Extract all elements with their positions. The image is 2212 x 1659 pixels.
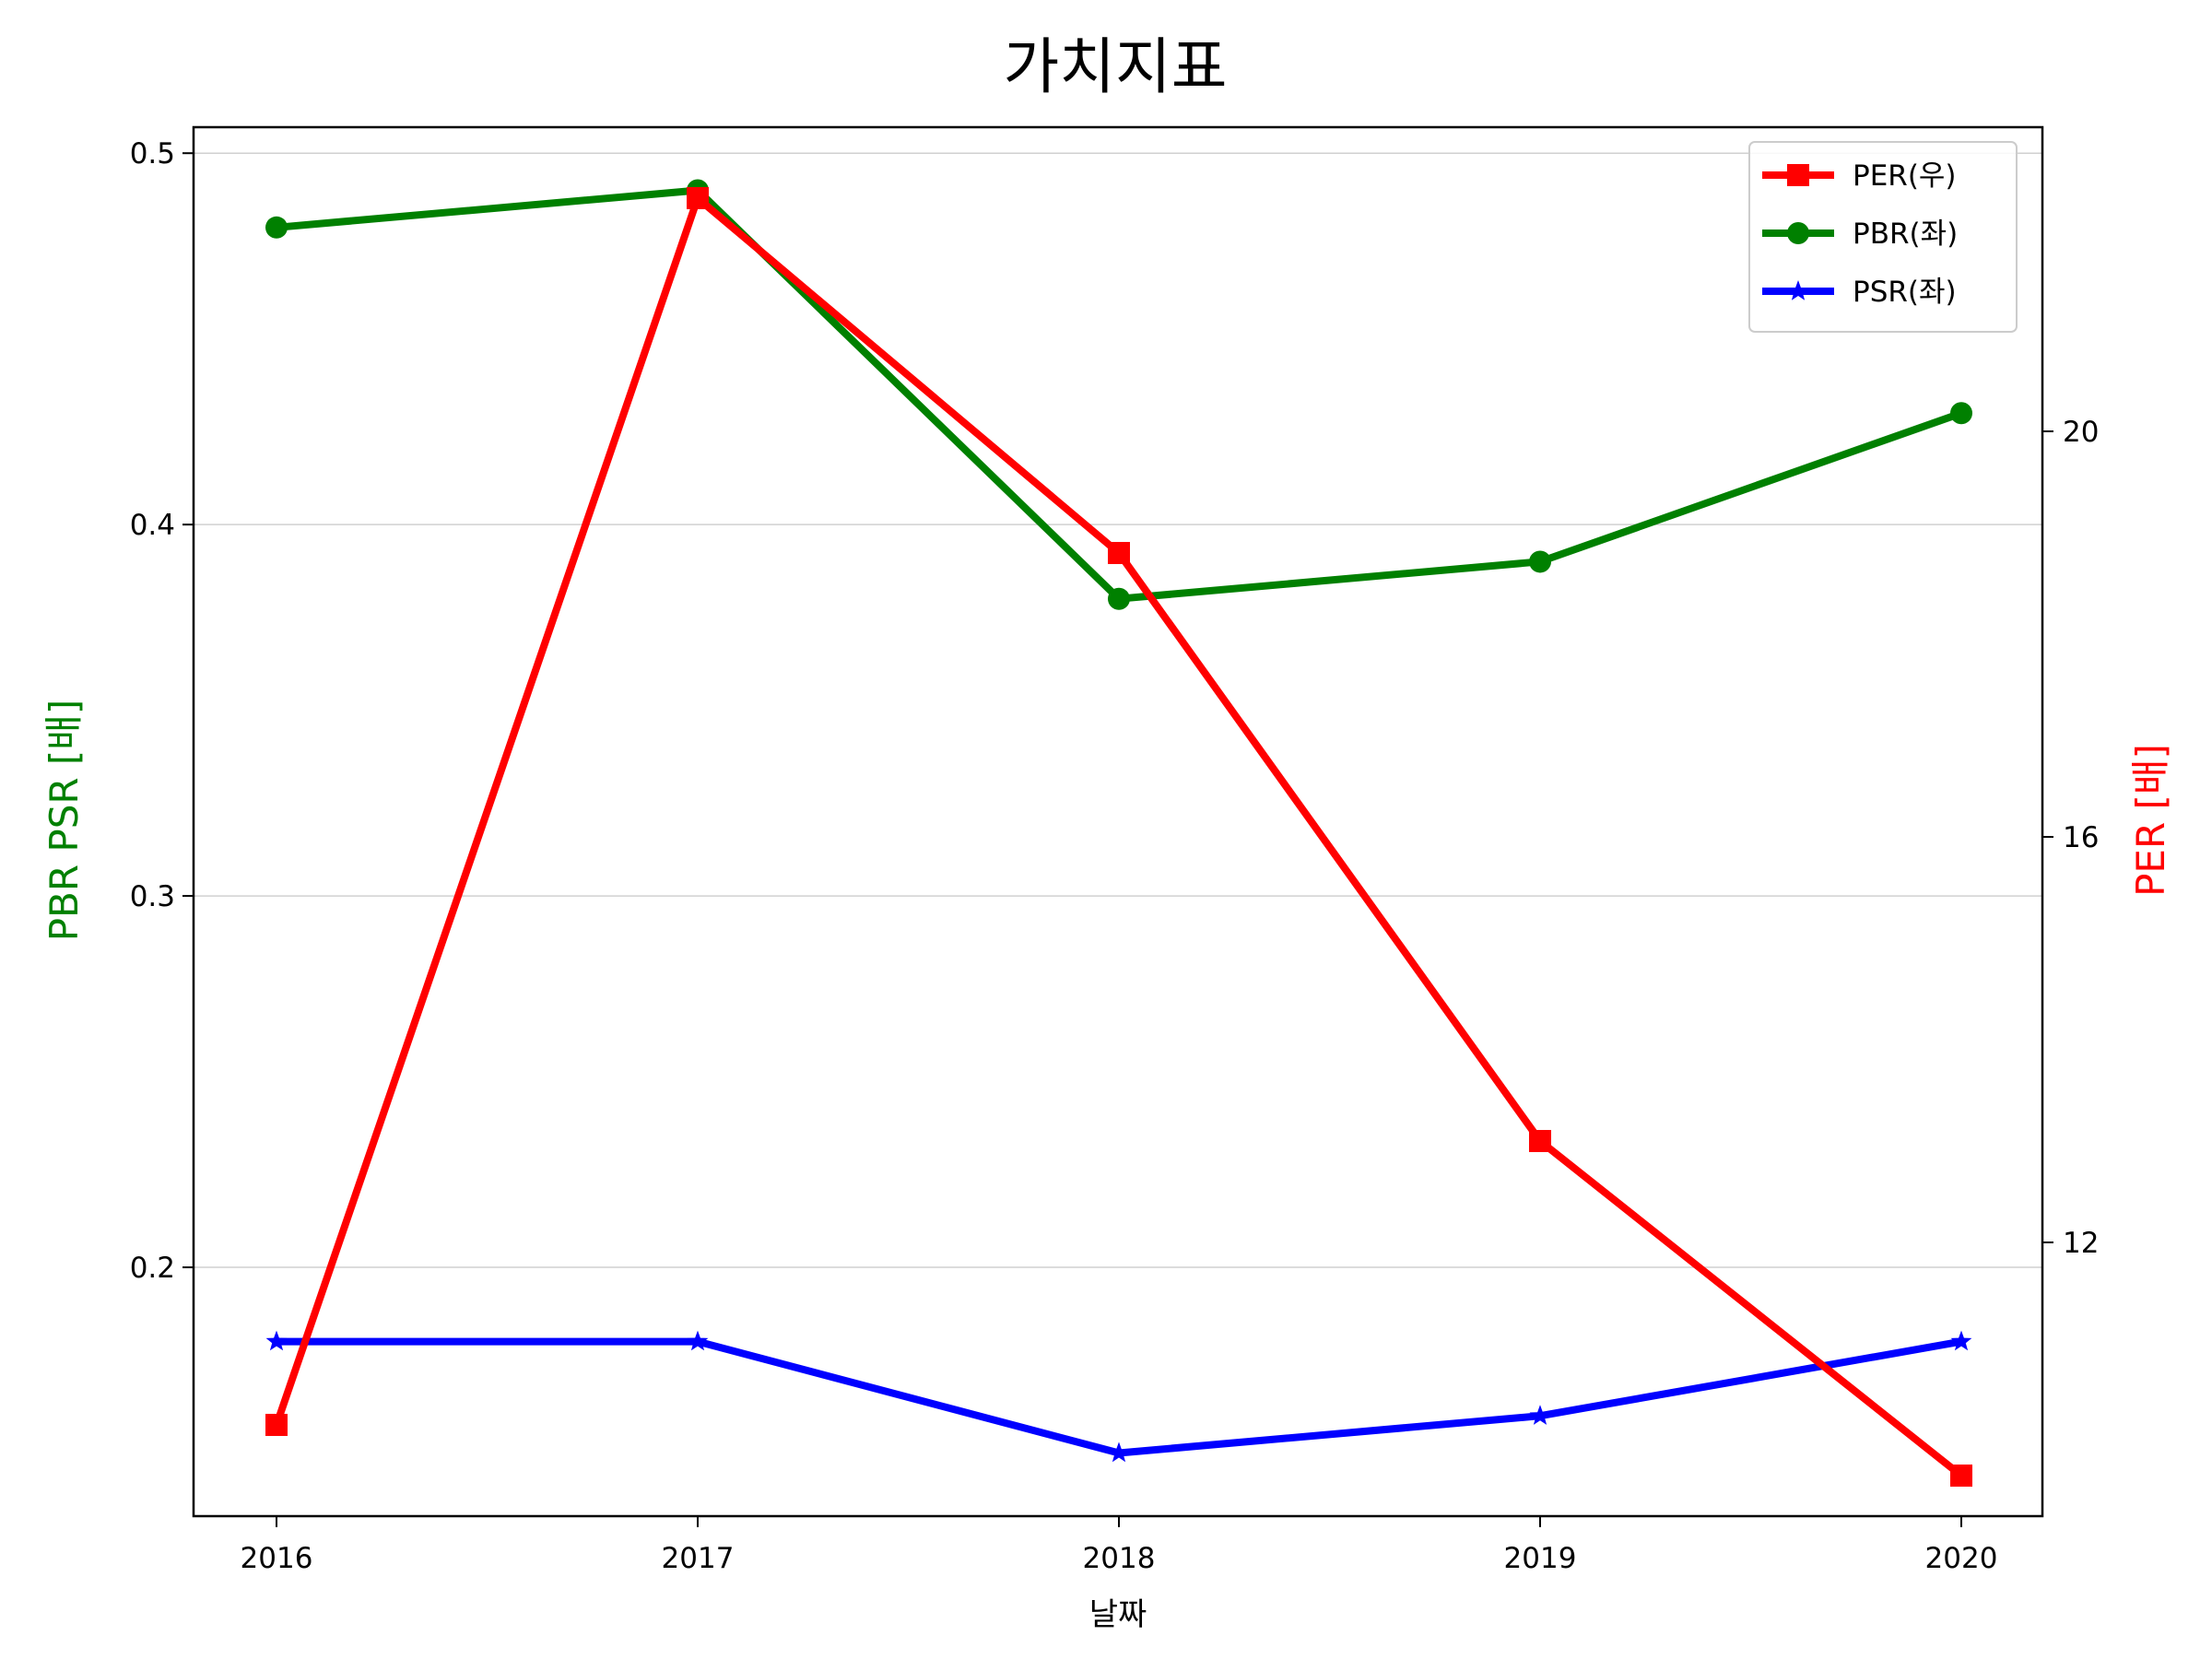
legend-item: PER(우) [1762,159,1957,193]
data-point [1529,1130,1551,1152]
legend-box [1748,141,2018,333]
data-point [1950,1330,1972,1351]
data-point [1108,1441,1130,1463]
data-point [1529,550,1551,573]
y-axis-left-label: PBR PSR [배] [41,700,87,942]
legend-item: PBR(좌) [1762,218,1958,251]
legend-marker [1787,164,1809,186]
series-PSR(좌) [265,1330,1972,1463]
x-tick-label: 2016 [241,1542,313,1575]
x-axis-label: 날짜 [1089,1596,1147,1633]
y-left-tick-label: 0.2 [130,1252,175,1285]
y-right-tick-label: 16 [2063,821,2099,854]
data-point [265,216,288,239]
y-axis-right: 12 16 20 [2042,416,2099,1260]
data-point [1108,587,1130,610]
data-point [1529,1405,1551,1425]
legend-marker [1787,222,1809,244]
x-tick-label: 2018 [1083,1542,1156,1575]
data-point [1950,402,1972,425]
y-axis-right-label: PER [배] [2128,744,2173,897]
legend-item: PSR(좌) [1762,276,1957,309]
y-right-tick-label: 12 [2063,1227,2099,1260]
chart-title: 가치지표 [1004,31,1228,102]
data-point [265,1414,288,1436]
x-tick-label: 2019 [1504,1542,1577,1575]
data-point [265,1330,288,1351]
y-left-tick-label: 0.3 [130,880,175,913]
y-axis-left: 0.2 0.3 0.4 0.5 [130,137,194,1285]
data-point [1108,542,1130,564]
series-layer [265,179,1972,1487]
legend-label: PBR(좌) [1853,218,1958,251]
legend-label: PSR(좌) [1853,276,1957,309]
y-left-tick-label: 0.4 [130,509,175,542]
y-left-tick-label: 0.5 [130,137,175,171]
grid-lines [194,152,2042,1268]
x-tick-label: 2020 [1925,1542,1998,1575]
data-point [1950,1465,1972,1487]
y-right-tick-label: 20 [2063,416,2099,449]
legend: PER(우) PBR(좌) PSR(좌) [1748,141,2018,333]
data-point [687,1330,709,1351]
legend-label: PER(우) [1853,159,1957,193]
series-PER(우) [265,187,1972,1487]
data-point [687,187,709,209]
x-axis: 2016 2017 2018 2019 2020 [241,1516,1998,1575]
x-tick-label: 2017 [662,1542,735,1575]
legend-marker [1787,280,1809,300]
